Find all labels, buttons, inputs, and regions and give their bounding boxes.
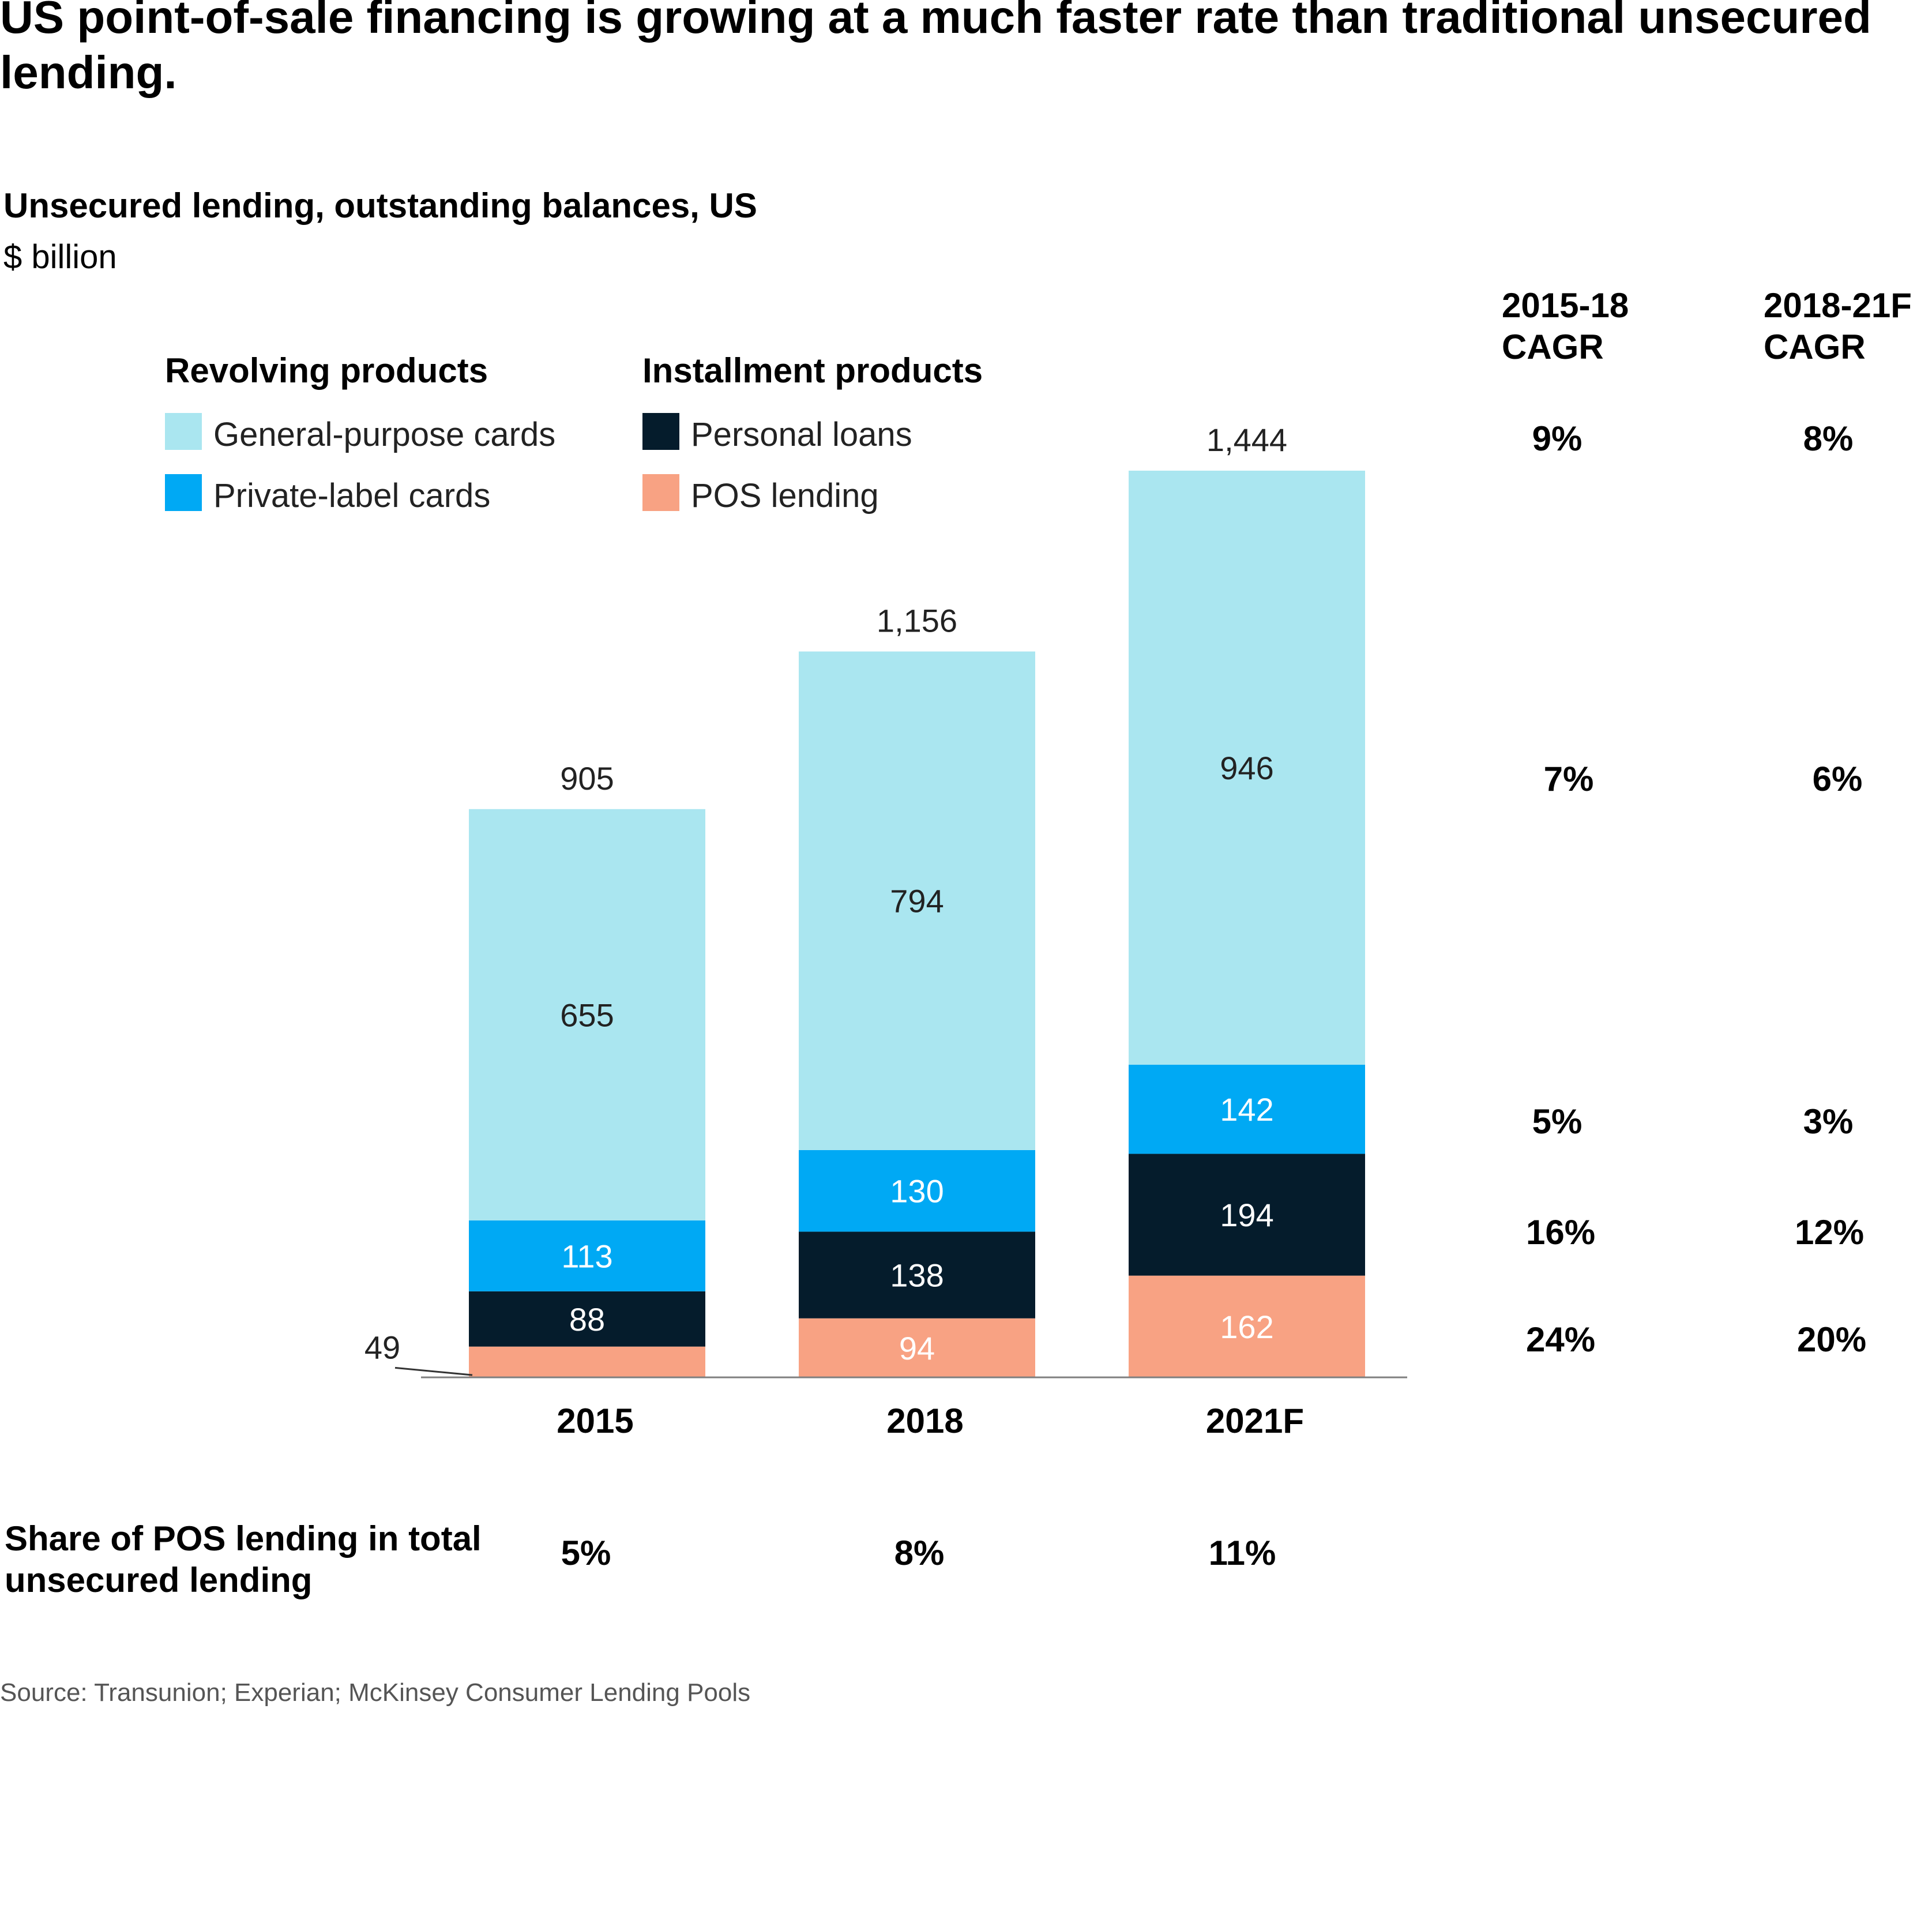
x-tick-label-2021f: 2021F [1206,1402,1304,1440]
bar-private-label-cards-2018 [799,1150,1035,1232]
bar-pos-lending-2015 [469,1346,705,1377]
data-label-general-purpose-cards-2015: 655 [560,997,614,1033]
source-note: Source: Transunion; Experian; McKinsey C… [0,1678,751,1707]
bar-personal-loans-2015 [469,1291,705,1347]
cagr-value: 9% [1532,419,1583,458]
bar-general-purpose-cards-2018 [799,651,1035,1150]
bar-pos-lending-2018 [799,1318,1035,1377]
data-label-pos-lending-2015: 49 [364,1329,400,1365]
cagr-header-2015-18: 2015-18 CAGR [1502,286,1629,366]
legend-label-private-label-cards: Private-label cards [213,477,491,514]
legend-heading-installment: Installment products [642,351,983,390]
cagr-value: 8% [1803,419,1854,458]
legend-swatch-pos-lending [642,474,679,511]
cagr-value: 20% [1796,1320,1867,1359]
chart-title: US point-of-sale financing is growing at… [0,0,1871,98]
cagr-value: 6% [1812,760,1863,798]
bar-general-purpose-cards-2021f [1129,471,1365,1065]
cagr-value: 16% [1525,1213,1596,1252]
cagr-value: 24% [1525,1320,1596,1359]
share-pos-label: Share of POS lending in total unsecured … [5,1519,482,1599]
unit-label: $ billion [3,238,117,276]
share-pos-value-2021f: 11% [1208,1534,1276,1572]
legend-swatch-personal-loans [642,413,679,450]
data-label-private-label-cards-2021f: 142 [1220,1091,1273,1128]
bar-personal-loans-2021f [1129,1154,1365,1276]
bar-private-label-cards-2021f [1129,1064,1365,1154]
bar-pos-lending-2021f [1129,1275,1365,1377]
bar-general-purpose-cards-2015 [469,809,705,1220]
legend-heading-revolving: Revolving products [165,351,488,390]
share-pos-value-2018: 8% [894,1534,945,1572]
total-label-2021f: 1,444 [1206,422,1287,458]
legend-label-general-purpose-cards: General-purpose cards [213,416,556,453]
cagr-header-2018-21: 2018-21F CAGR [1764,286,1912,366]
bar-private-label-cards-2015 [469,1220,705,1291]
bars-group [469,471,1365,1377]
data-label-private-label-cards-2015: 113 [561,1238,612,1274]
data-label-pos-lending-2021f: 162 [1220,1309,1273,1345]
legend-label-personal-loans: Personal loans [691,416,912,453]
total-label-2015: 905 [560,760,614,797]
legend-swatch-general-purpose-cards [165,413,202,450]
cagr-value: 7% [1543,760,1594,798]
legend-swatch-private-label-cards [165,474,202,511]
data-label-personal-loans-2015: 88 [569,1301,605,1338]
cagr-value: 5% [1532,1102,1583,1141]
data-label-personal-loans-2018: 138 [890,1257,944,1294]
x-tick-label-2018: 2018 [886,1402,963,1440]
legend-label-pos-lending: POS lending [691,477,879,514]
data-label-private-label-cards-2018: 130 [890,1173,944,1210]
x-tick-label-2015: 2015 [557,1402,633,1440]
data-label-general-purpose-cards-2021f: 946 [1220,750,1273,786]
pos-2015-leader-line [394,1366,473,1376]
data-label-general-purpose-cards-2018: 794 [890,883,944,919]
chart-subtitle: Unsecured lending, outstanding balances,… [3,186,757,225]
share-pos-value-2015: 5% [561,1534,611,1572]
total-label-2018: 1,156 [877,603,957,639]
cagr-value: 3% [1803,1102,1854,1141]
data-label-personal-loans-2021f: 194 [1220,1197,1273,1233]
bar-personal-loans-2018 [799,1231,1035,1319]
cagr-value: 12% [1794,1213,1865,1252]
labels-group: 49 88 113 655 905 2015 94 138 130 794 1,156 2018 162… [364,422,1304,1440]
data-label-pos-lending-2018: 94 [899,1330,935,1366]
